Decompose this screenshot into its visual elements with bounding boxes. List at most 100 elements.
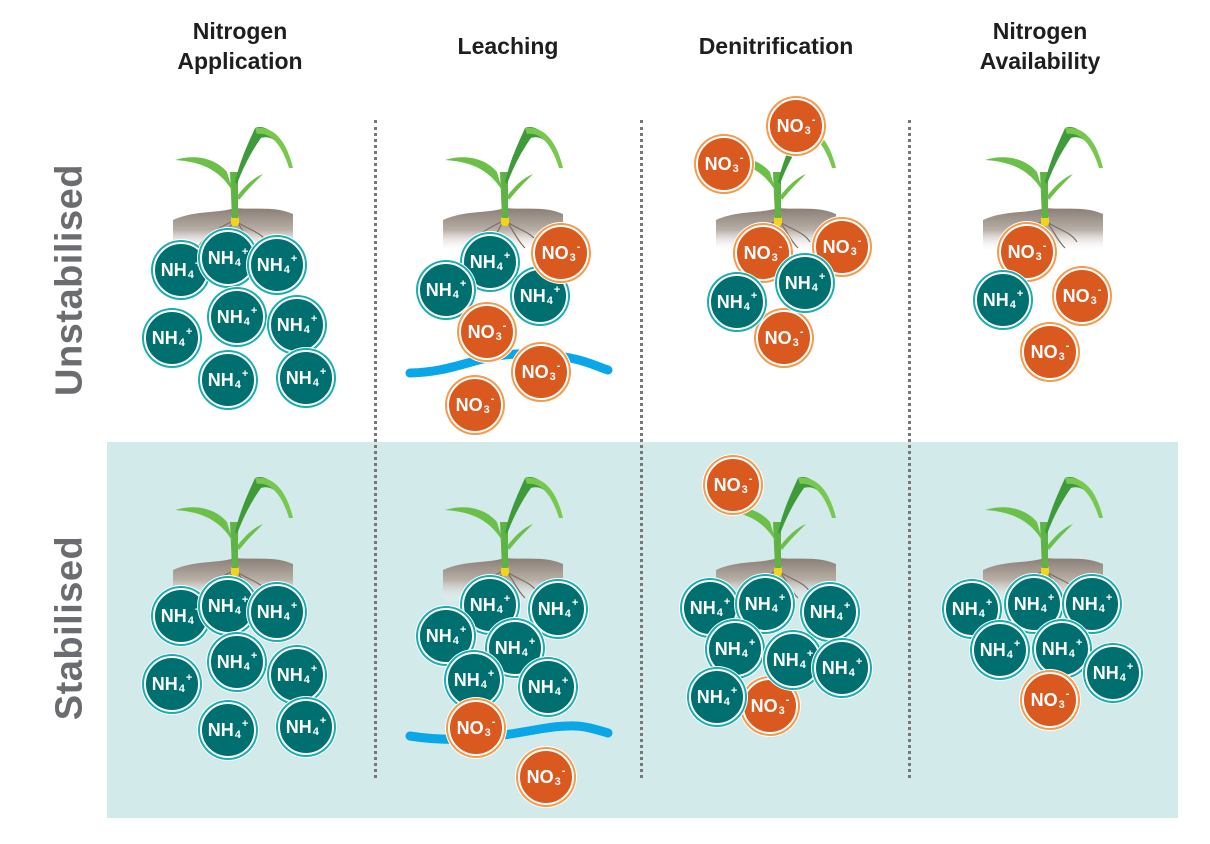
ammonium-ion-icon: NH 4 + [765,632,821,688]
water-flow-line [405,349,613,378]
ion-formula: NH [276,315,303,335]
nitrate-ion-icon: NO 3- [513,344,569,400]
ion-charge: + [194,603,202,616]
ion-subscript: 4 [546,294,553,307]
ion-formula: NH [809,602,836,622]
ion-formula: NH [784,273,811,293]
nitrate-ion-icon: NO 3- [447,377,503,433]
ammonium-ion-icon: NH 4 + [144,656,200,712]
ion-formula: NH [151,674,178,694]
ion-subscript: 4 [521,646,528,659]
ion-charge: + [1075,636,1083,649]
ammonium-ion-icon: NH 4 + [153,588,209,644]
ion-charge: - [811,113,816,126]
ammonium-ion-icon: NH 4 + [269,647,325,703]
ion-subscript: 4 [243,660,250,673]
water-flow-line [405,721,613,744]
ion-formula: NH [469,595,496,615]
ion-formula: NO [455,395,483,415]
ion-charge: + [250,304,258,317]
ammonium-ion-icon: NH 4 + [249,237,305,293]
ion-subscript: 4 [564,607,571,620]
ion-charge: + [778,591,786,604]
ammonium-ion-icon: NH 4 + [972,622,1028,678]
ion-formula: NO [541,243,569,263]
column-title-nitrogen-availability: Nitrogen Availability [920,16,1160,76]
ion-charge: - [739,151,744,164]
ion-charge: - [778,240,783,253]
ion-subscript: 4 [811,281,818,294]
ion-subscript: 3 [483,403,490,416]
ion-subscript: 4 [1119,671,1126,684]
ion-subscript: 4 [771,602,778,615]
ion-charge: - [490,392,495,405]
nitrate-ion-icon: NO 3- [768,98,824,154]
ion-subscript: 3 [1090,294,1097,307]
nitrate-ion-icon: NO 3- [518,749,574,805]
ammonium-ion-icon: NH 4 + [530,581,586,637]
ion-subscript: 4 [312,376,319,389]
ion-subscript: 4 [234,378,241,391]
ion-formula: NO [521,362,549,382]
ammonium-ion-icon: NH 4 + [707,621,763,677]
ion-charge: + [185,671,193,684]
ion-charge: + [310,312,318,325]
ion-charge: + [806,647,814,660]
column-divider [640,120,643,778]
ion-charge: - [561,764,566,777]
ion-subscript: 3 [850,245,857,258]
ion-formula: NO [822,237,850,257]
ion-formula: NO [526,767,554,787]
ion-subscript: 4 [1098,602,1105,615]
ion-charge: + [250,649,258,662]
column-title-denitrification: Denitrification [656,31,896,61]
nitrate-ion-icon: NO 3- [459,304,515,360]
column-divider [374,120,377,778]
ion-charge: - [857,234,862,247]
ion-formula: NH [207,720,234,740]
ion-subscript: 3 [1035,250,1042,263]
ion-subscript: 4 [234,256,241,269]
ion-charge: + [185,325,193,338]
nitrate-ion-icon: NO 3- [1054,268,1110,324]
ion-charge: + [553,283,561,296]
ion-subscript: 3 [554,775,561,788]
ion-charge: + [528,635,536,648]
ion-subscript: 4 [496,603,503,616]
ion-subscript: 4 [312,725,319,738]
ion-subscript: 3 [1058,698,1065,711]
ion-subscript: 4 [1068,647,1075,660]
ion-subscript: 3 [804,124,811,137]
ion-subscript: 3 [549,370,556,383]
ion-subscript: 3 [732,162,739,175]
ion-charge: + [730,684,738,697]
ammonium-ion-icon: NH 4 + [200,352,256,408]
ion-formula: NH [527,677,554,697]
ion-charge: + [459,277,467,290]
ammonium-ion-icon: NH 4 + [814,640,870,696]
ion-formula: NH [216,652,243,672]
ion-formula: NH [772,650,799,670]
ion-formula: NH [276,665,303,685]
ion-subscript: 4 [234,604,241,617]
ion-formula: NH [689,598,716,618]
ion-charge: + [561,674,569,687]
title-line: Availability [979,48,1101,74]
ion-subscript: 3 [569,251,576,264]
ion-charge: + [1047,591,1055,604]
ion-charge: + [1016,287,1024,300]
ion-subscript: 4 [496,260,503,273]
ion-formula: NO [776,116,804,136]
ammonium-ion-icon: NH 4 + [200,230,256,286]
nitrate-ion-icon: NO 3- [533,225,589,281]
ion-subscript: 4 [848,666,855,679]
ammonium-ion-icon: NH 4 + [944,581,1000,637]
ion-subscript: 4 [1040,602,1047,615]
ion-formula: NH [1071,594,1098,614]
ion-subscript: 4 [303,673,310,686]
ion-charge: + [1013,637,1021,650]
ammonium-ion-icon: NH 4 + [1034,621,1090,677]
ion-charge: - [799,325,804,338]
ion-subscript: 3 [484,726,491,739]
ion-formula: NH [744,594,771,614]
